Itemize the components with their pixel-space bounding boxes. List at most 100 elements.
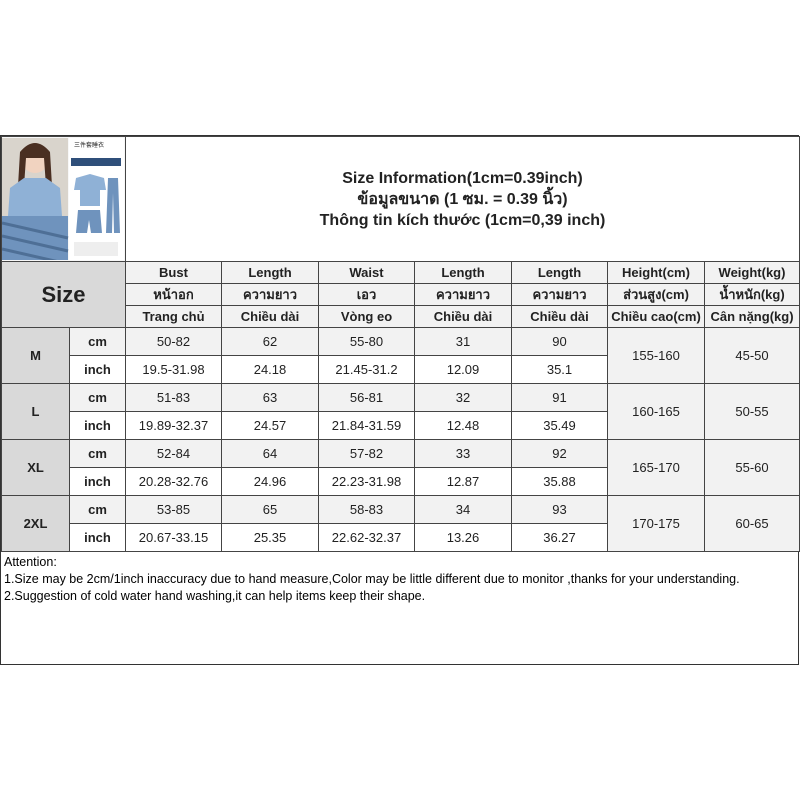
size-label: L [1, 383, 70, 440]
column-header: น้ำหนัก(kg) [704, 283, 800, 306]
column-header: Cân nặng(kg) [704, 305, 800, 328]
column-header: Length [414, 261, 512, 284]
measurement-cell: 93 [511, 495, 608, 524]
attention-note-2: 2.Suggestion of cold water hand washing,… [4, 589, 426, 603]
height-cell: 170-175 [607, 495, 705, 552]
table-row: 2XL cm 53-85 65 58-83 34 93 170-175 60-65 [1, 495, 800, 552]
column-header: Chiều dài [414, 305, 512, 328]
measurement-cell: 35.49 [511, 411, 608, 440]
table-row: inch 20.28-32.76 24.96 22.23-31.98 12.87 35.8… [2, 467, 800, 496]
title-en: Size Information(1cm=0.39inch) [342, 169, 583, 187]
size-information-title: Size Information(1cm=0.39inch) ข้อมูลขนา… [125, 136, 800, 262]
product-photo: 三件套睡衣 [1, 136, 126, 262]
measurement-cell: 53-85 [125, 495, 222, 524]
size-label: M [1, 327, 70, 384]
measurement-cell: 12.09 [414, 355, 512, 384]
size-label: 2XL [1, 495, 70, 552]
measurement-cell: 90 [511, 327, 608, 356]
measurement-cell: 36.27 [511, 523, 608, 552]
weight-cell: 45-50 [704, 327, 800, 384]
column-header: ความยาว [221, 283, 319, 306]
unit-label: inch [69, 467, 126, 496]
attention-note-1: 1.Size may be 2cm/1inch inaccuracy due t… [4, 572, 740, 586]
column-header: Chiều cao(cm) [607, 305, 705, 328]
attention-heading: Attention: [4, 555, 57, 569]
table-row: XL cm 52-84 64 57-82 33 92 165-170 55-60 [1, 439, 800, 496]
measurement-cell: 22.23-31.98 [318, 467, 415, 496]
height-cell: 165-170 [607, 439, 705, 496]
unit-label: cm [69, 327, 126, 356]
measurement-cell: 64 [221, 439, 319, 468]
column-header: Weight(kg) [704, 261, 800, 284]
table-row: inch 19.5-31.98 24.18 21.45-31.2 12.09 35.1 [2, 355, 800, 384]
measurement-cell: 12.48 [414, 411, 512, 440]
logo-text: 三件套睡衣 [74, 141, 104, 149]
column-header: Bust [125, 261, 222, 284]
unit-label: cm [69, 383, 126, 412]
column-header: Chiều dài [221, 305, 319, 328]
measurement-cell: 13.26 [414, 523, 512, 552]
measurement-cell: 20.28-32.76 [125, 467, 222, 496]
measurement-cell: 34 [414, 495, 512, 524]
measurement-cell: 22.62-32.37 [318, 523, 415, 552]
measurement-cell: 32 [414, 383, 512, 412]
measurement-cell: 31 [414, 327, 512, 356]
measurement-cell: 33 [414, 439, 512, 468]
size-table: 三件套睡衣 Size Information(1cm=0.39inch) ข้อ… [1, 136, 800, 552]
measurement-cell: 56-81 [318, 383, 415, 412]
measurement-cell: 24.57 [221, 411, 319, 440]
measurement-cell: 20.67-33.15 [125, 523, 222, 552]
unit-label: inch [69, 523, 126, 552]
unit-label: inch [69, 411, 126, 440]
measurement-cell: 19.89-32.37 [125, 411, 222, 440]
measurement-cell: 55-80 [318, 327, 415, 356]
measurement-cell: 35.88 [511, 467, 608, 496]
table-row: inch 20.67-33.15 25.35 22.62-32.37 13.26 36.2… [2, 523, 800, 552]
column-header: หน้าอก [125, 283, 222, 306]
column-header: เอว [318, 283, 415, 306]
measurement-cell: 35.1 [511, 355, 608, 384]
height-cell: 155-160 [607, 327, 705, 384]
product-image: 三件套睡衣 [2, 138, 124, 260]
title-vi: Thông tin kích thước (1cm=0,39 inch) [319, 211, 606, 229]
measurement-cell: 25.35 [221, 523, 319, 552]
measurement-cell: 12.87 [414, 467, 512, 496]
attention-notes: Attention: 1.Size may be 2cm/1inch inacc… [1, 552, 798, 664]
measurement-cell: 24.18 [221, 355, 319, 384]
title-th: ข้อมูลขนาด (1 ซม. = 0.39 นิ้ว) [357, 190, 568, 208]
size-label: XL [1, 439, 70, 496]
column-header: Length [511, 261, 608, 284]
measurement-cell: 63 [221, 383, 319, 412]
size-chart: 三件套睡衣 Size Information(1cm=0.39inch) ข้อ… [0, 135, 800, 665]
height-cell: 160-165 [607, 383, 705, 440]
measurement-cell: 57-82 [318, 439, 415, 468]
unit-label: cm [69, 495, 126, 524]
column-header: Vòng eo [318, 305, 415, 328]
unit-label: inch [69, 355, 126, 384]
column-header: Waist [318, 261, 415, 284]
column-header: ความยาว [414, 283, 512, 306]
size-header: Size [1, 261, 126, 328]
column-header: Length [221, 261, 319, 284]
measurement-cell: 91 [511, 383, 608, 412]
measurement-cell: 24.96 [221, 467, 319, 496]
measurement-cell: 65 [221, 495, 319, 524]
weight-cell: 50-55 [704, 383, 800, 440]
measurement-cell: 21.84-31.59 [318, 411, 415, 440]
column-header: Chiều dài [511, 305, 608, 328]
weight-cell: 60-65 [704, 495, 800, 552]
column-header: ส่วนสูง(cm) [607, 283, 705, 306]
measurement-cell: 92 [511, 439, 608, 468]
measurement-cell: 51-83 [125, 383, 222, 412]
measurement-cell: 62 [221, 327, 319, 356]
measurement-cell: 52-84 [125, 439, 222, 468]
column-header: Trang chủ [125, 305, 222, 328]
column-header: ความยาว [511, 283, 608, 306]
measurement-cell: 21.45-31.2 [318, 355, 415, 384]
unit-label: cm [69, 439, 126, 468]
measurement-cell: 58-83 [318, 495, 415, 524]
column-header: Height(cm) [607, 261, 705, 284]
measurement-cell: 50-82 [125, 327, 222, 356]
